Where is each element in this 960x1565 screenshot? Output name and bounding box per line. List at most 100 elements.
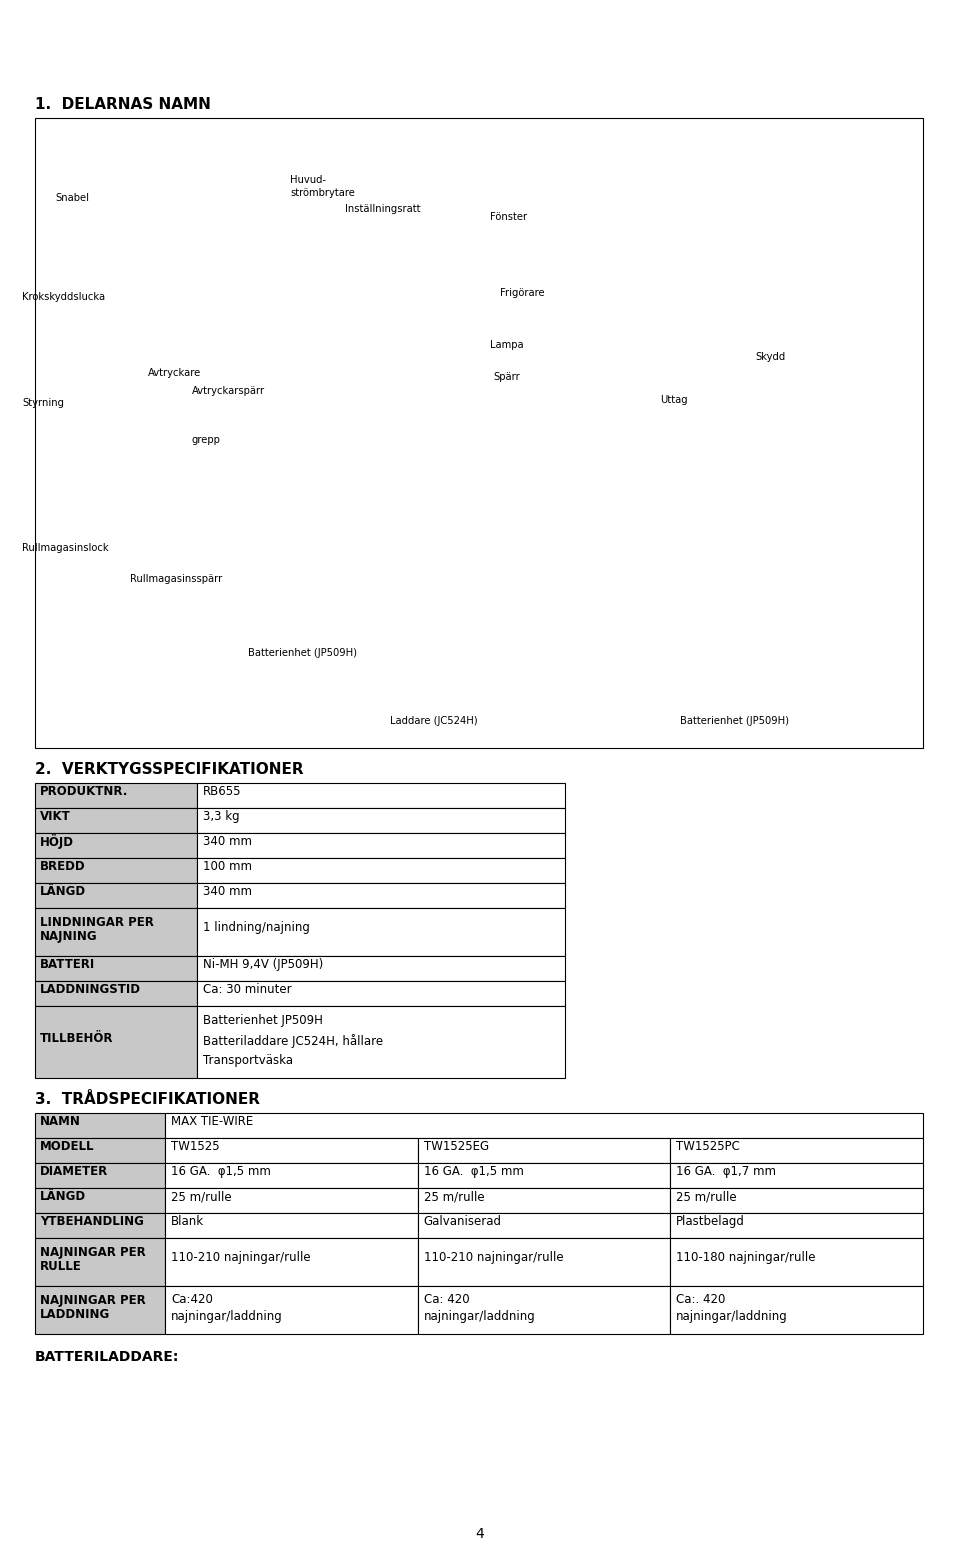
Text: 3,3 kg: 3,3 kg	[203, 811, 240, 823]
Text: NAMN: NAMN	[40, 1114, 81, 1128]
Bar	[35, 1286, 165, 1333]
Bar	[165, 1286, 418, 1333]
Bar	[670, 1286, 923, 1333]
Text: LÄNGD: LÄNGD	[40, 1189, 86, 1203]
Bar	[418, 1213, 670, 1238]
Text: strömbrytare: strömbrytare	[290, 188, 355, 199]
Text: LADDNINGSTID: LADDNINGSTID	[40, 983, 141, 995]
Text: Ca: 30 minuter: Ca: 30 minuter	[203, 983, 292, 995]
Bar	[418, 1138, 670, 1163]
Bar	[35, 1006, 197, 1078]
Text: TW1525: TW1525	[171, 1139, 220, 1153]
Text: YTBEHANDLING: YTBEHANDLING	[40, 1214, 144, 1229]
Text: Blank: Blank	[171, 1214, 204, 1229]
Bar	[197, 858, 565, 883]
Bar	[35, 833, 197, 858]
Text: 110-210 najningar/rulle: 110-210 najningar/rulle	[171, 1252, 311, 1265]
Text: Rullmagasinslock: Rullmagasinslock	[22, 543, 108, 552]
Text: 1 lindning/najning: 1 lindning/najning	[203, 922, 310, 934]
Text: Inställningsratt: Inställningsratt	[345, 203, 420, 214]
Text: Krokskyddslucka: Krokskyddslucka	[22, 293, 106, 302]
Text: Skydd: Skydd	[755, 352, 785, 362]
Text: Ca:420: Ca:420	[171, 1293, 213, 1307]
Bar	[35, 782, 197, 808]
Text: LINDNINGAR PER: LINDNINGAR PER	[40, 916, 154, 930]
Text: 25 m/rulle: 25 m/rulle	[677, 1189, 737, 1203]
Bar	[35, 1163, 165, 1188]
Bar	[197, 908, 565, 956]
Bar	[418, 1163, 670, 1188]
Text: Ca: 420: Ca: 420	[423, 1293, 469, 1307]
Bar	[197, 1006, 565, 1078]
Text: 25 m/rulle: 25 m/rulle	[423, 1189, 484, 1203]
Bar	[197, 956, 565, 981]
Text: 4: 4	[475, 1527, 485, 1542]
Text: Plastbelagd: Plastbelagd	[677, 1214, 745, 1229]
Text: PRODUKTNR.: PRODUKTNR.	[40, 786, 129, 798]
Text: 2.  VERKTYGSSPECIFIKATIONER: 2. VERKTYGSSPECIFIKATIONER	[35, 762, 303, 776]
Text: HÖJD: HÖJD	[40, 834, 74, 848]
Text: TW1525EG: TW1525EG	[423, 1139, 489, 1153]
Text: Huvud-: Huvud-	[290, 175, 326, 185]
Text: Galvaniserad: Galvaniserad	[423, 1214, 502, 1229]
Bar	[35, 883, 197, 908]
Bar	[197, 981, 565, 1006]
Bar	[418, 1238, 670, 1286]
Text: najningar/laddning: najningar/laddning	[677, 1310, 788, 1322]
Text: RB655: RB655	[203, 786, 242, 798]
Bar	[165, 1213, 418, 1238]
Text: najningar/laddning: najningar/laddning	[171, 1310, 283, 1322]
Text: TILLBEHÖR: TILLBEHÖR	[40, 1031, 113, 1044]
Bar	[418, 1188, 670, 1213]
Bar	[197, 782, 565, 808]
Text: najningar/laddning: najningar/laddning	[423, 1310, 536, 1322]
Bar	[35, 1213, 165, 1238]
Text: 100 mm: 100 mm	[203, 861, 252, 873]
Text: Ca:. 420: Ca:. 420	[677, 1293, 726, 1307]
Text: grepp: grepp	[192, 435, 221, 444]
Bar	[35, 1138, 165, 1163]
Bar	[197, 833, 565, 858]
Text: BATTERI: BATTERI	[40, 958, 95, 970]
Text: Snabel: Snabel	[55, 192, 89, 203]
Text: Batterienhet (JP509H): Batterienhet (JP509H)	[248, 648, 357, 657]
Text: Ni-MH 9,4V (JP509H): Ni-MH 9,4V (JP509H)	[203, 958, 324, 970]
Text: MAX TIE-WIRE: MAX TIE-WIRE	[171, 1114, 253, 1128]
Text: NAJNINGAR PER: NAJNINGAR PER	[40, 1246, 146, 1258]
Text: VIKT: VIKT	[40, 811, 71, 823]
Text: 1.  DELARNAS NAMN: 1. DELARNAS NAMN	[35, 97, 211, 113]
Text: Lampa: Lampa	[490, 340, 523, 351]
Text: Batterienhet (JP509H): Batterienhet (JP509H)	[680, 717, 789, 726]
Text: LADDNING: LADDNING	[40, 1308, 110, 1321]
Bar	[35, 908, 197, 956]
Bar	[35, 858, 197, 883]
Bar	[165, 1188, 418, 1213]
Bar	[670, 1138, 923, 1163]
Text: 16 GA.  φ1,5 mm: 16 GA. φ1,5 mm	[171, 1164, 271, 1178]
Text: Laddare (JC524H): Laddare (JC524H)	[390, 717, 478, 726]
Text: Uttag: Uttag	[660, 394, 687, 405]
Text: Styrning: Styrning	[22, 398, 64, 408]
Text: 16 GA.  φ1,5 mm: 16 GA. φ1,5 mm	[423, 1164, 523, 1178]
Bar	[418, 1286, 670, 1333]
Text: Transportväska: Transportväska	[203, 1053, 293, 1067]
Bar	[35, 956, 197, 981]
Text: 110-210 najningar/rulle: 110-210 najningar/rulle	[423, 1252, 564, 1265]
Text: NAJNINGAR PER: NAJNINGAR PER	[40, 1294, 146, 1307]
Text: Fönster: Fönster	[490, 211, 527, 222]
Text: BATTERILADDARE:: BATTERILADDARE:	[35, 1351, 180, 1365]
Bar	[670, 1163, 923, 1188]
Bar	[35, 1113, 165, 1138]
Text: Avtryckare: Avtryckare	[148, 368, 202, 379]
Bar	[670, 1188, 923, 1213]
Bar	[35, 1188, 165, 1213]
Text: 340 mm: 340 mm	[203, 836, 252, 848]
Text: 340 mm: 340 mm	[203, 884, 252, 898]
Text: DIAMETER: DIAMETER	[40, 1164, 108, 1178]
Bar	[197, 808, 565, 833]
Bar	[165, 1138, 418, 1163]
Text: Frigörare: Frigörare	[500, 288, 544, 297]
Text: MODELL: MODELL	[40, 1139, 94, 1153]
Text: Rullmagasinsspärr: Rullmagasinsspärr	[130, 574, 223, 584]
Bar	[670, 1213, 923, 1238]
